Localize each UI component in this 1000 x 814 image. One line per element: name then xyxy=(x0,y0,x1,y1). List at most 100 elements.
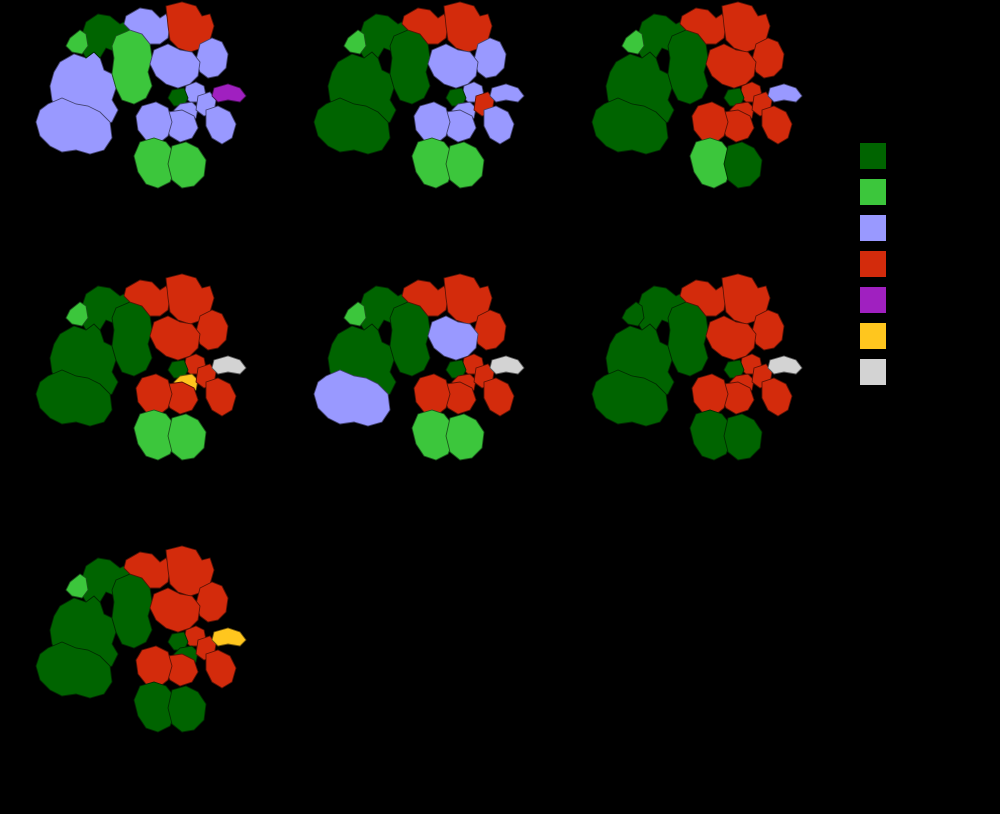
region-newry-armagh[interactable] xyxy=(133,409,177,461)
region-newry-armagh[interactable] xyxy=(411,409,455,461)
region-fermanagh-south-tyrone[interactable] xyxy=(313,369,391,427)
legend-row-alliance[interactable] xyxy=(860,318,990,354)
region-upper-bann[interactable] xyxy=(135,373,173,417)
region-south-down[interactable] xyxy=(167,413,207,461)
region-mid-ulster[interactable] xyxy=(389,301,431,377)
map-3 xyxy=(556,0,846,250)
region-south-antrim[interactable] xyxy=(705,43,757,89)
map-2 xyxy=(278,0,568,250)
region-north-west-corner[interactable] xyxy=(343,29,367,55)
region-mid-ulster[interactable] xyxy=(111,29,153,105)
region-south-antrim[interactable] xyxy=(705,315,757,361)
region-south-down[interactable] xyxy=(445,141,485,189)
legend-swatch-independent xyxy=(860,359,886,385)
region-east-antrim[interactable] xyxy=(195,37,229,79)
region-newry-armagh[interactable] xyxy=(411,137,455,189)
map-5 xyxy=(278,272,568,522)
region-north-west-corner[interactable] xyxy=(621,29,645,55)
region-south-antrim[interactable] xyxy=(427,43,479,89)
legend-swatch-sinn-fein xyxy=(860,179,886,205)
region-fermanagh-south-tyrone[interactable] xyxy=(35,641,113,699)
map-svg xyxy=(591,273,803,461)
region-south-down[interactable] xyxy=(167,685,207,733)
region-newry-armagh[interactable] xyxy=(689,137,733,189)
region-east-londonderry[interactable] xyxy=(123,279,171,317)
map-6 xyxy=(556,272,846,522)
region-mid-ulster[interactable] xyxy=(667,301,709,377)
region-fermanagh-south-tyrone[interactable] xyxy=(591,369,669,427)
region-mid-ulster[interactable] xyxy=(111,301,153,377)
legend-swatch-alliance xyxy=(860,323,886,349)
region-fermanagh-south-tyrone[interactable] xyxy=(35,369,113,427)
region-upper-bann[interactable] xyxy=(413,101,451,145)
region-strangford[interactable] xyxy=(761,105,793,145)
region-east-antrim[interactable] xyxy=(473,309,507,351)
region-strangford[interactable] xyxy=(205,105,237,145)
region-fermanagh-south-tyrone[interactable] xyxy=(591,97,669,155)
region-newry-armagh[interactable] xyxy=(133,137,177,189)
region-strangford[interactable] xyxy=(761,377,793,417)
map-svg xyxy=(591,1,803,189)
region-upper-bann[interactable] xyxy=(135,101,173,145)
region-east-antrim[interactable] xyxy=(473,37,507,79)
legend-row-independent[interactable] xyxy=(860,354,990,390)
region-south-antrim[interactable] xyxy=(149,315,201,361)
region-east-londonderry[interactable] xyxy=(401,279,449,317)
region-north-west-corner[interactable] xyxy=(621,301,645,327)
legend-row-sdlp[interactable] xyxy=(860,138,990,174)
region-strangford[interactable] xyxy=(483,105,515,145)
region-fermanagh-south-tyrone[interactable] xyxy=(35,97,113,155)
region-north-down[interactable] xyxy=(767,83,803,103)
region-east-londonderry[interactable] xyxy=(123,7,171,45)
region-newry-armagh[interactable] xyxy=(689,409,733,461)
region-upper-bann[interactable] xyxy=(691,373,729,417)
region-strangford[interactable] xyxy=(205,649,237,689)
region-east-antrim[interactable] xyxy=(195,309,229,351)
map-7 xyxy=(0,544,290,794)
region-mid-ulster[interactable] xyxy=(667,29,709,105)
region-fermanagh-south-tyrone[interactable] xyxy=(313,97,391,155)
legend-row-uup[interactable] xyxy=(860,210,990,246)
region-east-antrim[interactable] xyxy=(751,37,785,79)
region-south-down[interactable] xyxy=(723,141,763,189)
region-upper-bann[interactable] xyxy=(135,645,173,689)
region-upper-bann[interactable] xyxy=(691,101,729,145)
region-east-antrim[interactable] xyxy=(751,309,785,351)
region-north-down[interactable] xyxy=(489,355,525,375)
map-svg xyxy=(35,545,247,733)
legend-swatch-uup xyxy=(860,215,886,241)
region-east-antrim[interactable] xyxy=(195,581,229,623)
region-north-down[interactable] xyxy=(211,355,247,375)
region-south-down[interactable] xyxy=(167,141,207,189)
region-south-down[interactable] xyxy=(445,413,485,461)
region-north-down[interactable] xyxy=(767,355,803,375)
region-north-down[interactable] xyxy=(489,83,525,103)
region-south-antrim[interactable] xyxy=(427,315,479,361)
map-svg xyxy=(35,273,247,461)
region-north-west-corner[interactable] xyxy=(65,573,89,599)
region-newry-armagh[interactable] xyxy=(133,681,177,733)
legend-row-dup[interactable] xyxy=(860,246,990,282)
map-svg xyxy=(313,1,525,189)
region-south-down[interactable] xyxy=(723,413,763,461)
region-strangford[interactable] xyxy=(205,377,237,417)
region-mid-ulster[interactable] xyxy=(389,29,431,105)
region-south-antrim[interactable] xyxy=(149,587,201,633)
legend-row-ukup[interactable] xyxy=(860,282,990,318)
region-upper-bann[interactable] xyxy=(413,373,451,417)
region-east-londonderry[interactable] xyxy=(401,7,449,45)
region-east-londonderry[interactable] xyxy=(679,7,727,45)
region-north-west-corner[interactable] xyxy=(343,301,367,327)
region-east-londonderry[interactable] xyxy=(679,279,727,317)
region-north-west-corner[interactable] xyxy=(65,301,89,327)
region-south-antrim[interactable] xyxy=(149,43,201,89)
region-mid-ulster[interactable] xyxy=(111,573,153,649)
legend xyxy=(860,138,990,390)
region-north-west-corner[interactable] xyxy=(65,29,89,55)
region-north-down[interactable] xyxy=(211,83,247,103)
legend-row-sinn-fein[interactable] xyxy=(860,174,990,210)
map-svg xyxy=(35,1,247,189)
region-strangford[interactable] xyxy=(483,377,515,417)
region-north-down[interactable] xyxy=(211,627,247,647)
region-east-londonderry[interactable] xyxy=(123,551,171,589)
